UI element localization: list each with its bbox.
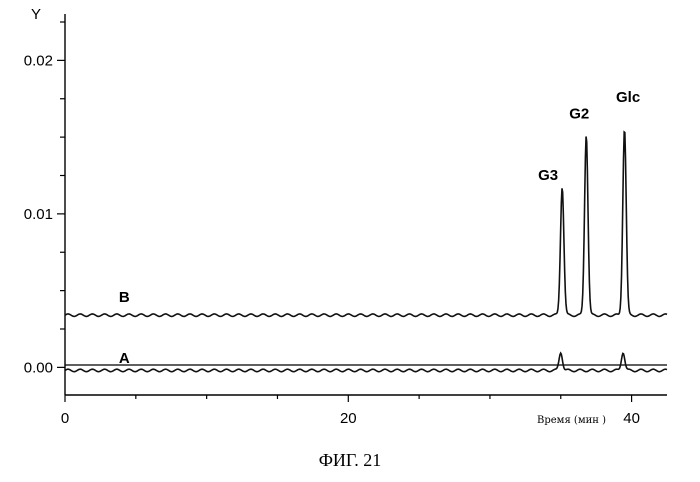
series-line-a [65,353,667,372]
series-group [65,132,667,372]
x-tick-label: 20 [340,410,357,427]
ticks: 0.00 0.01 0.02 0 20 40 [24,22,640,427]
y-axis-title: Y [31,6,41,23]
labels: A B G3 G2 Glc [119,89,640,367]
figure-caption: ФИГ. 21 [319,450,382,470]
series-label-a: A [119,350,130,367]
series-label-b: B [119,289,130,306]
peak-label-g2: G2 [569,106,589,123]
y-tick-label: 0.00 [24,359,53,376]
x-tick-label: 40 [623,410,640,427]
x-axis-title: Время (мин ) [537,415,606,426]
series-line-b [65,132,667,316]
x-tick-label: 0 [61,410,69,427]
peak-label-glc: Glc [616,89,640,106]
y-tick-label: 0.01 [24,206,53,223]
axes [65,14,667,395]
y-tick-label: 0.02 [24,52,53,69]
peak-label-g3: G3 [538,167,558,184]
